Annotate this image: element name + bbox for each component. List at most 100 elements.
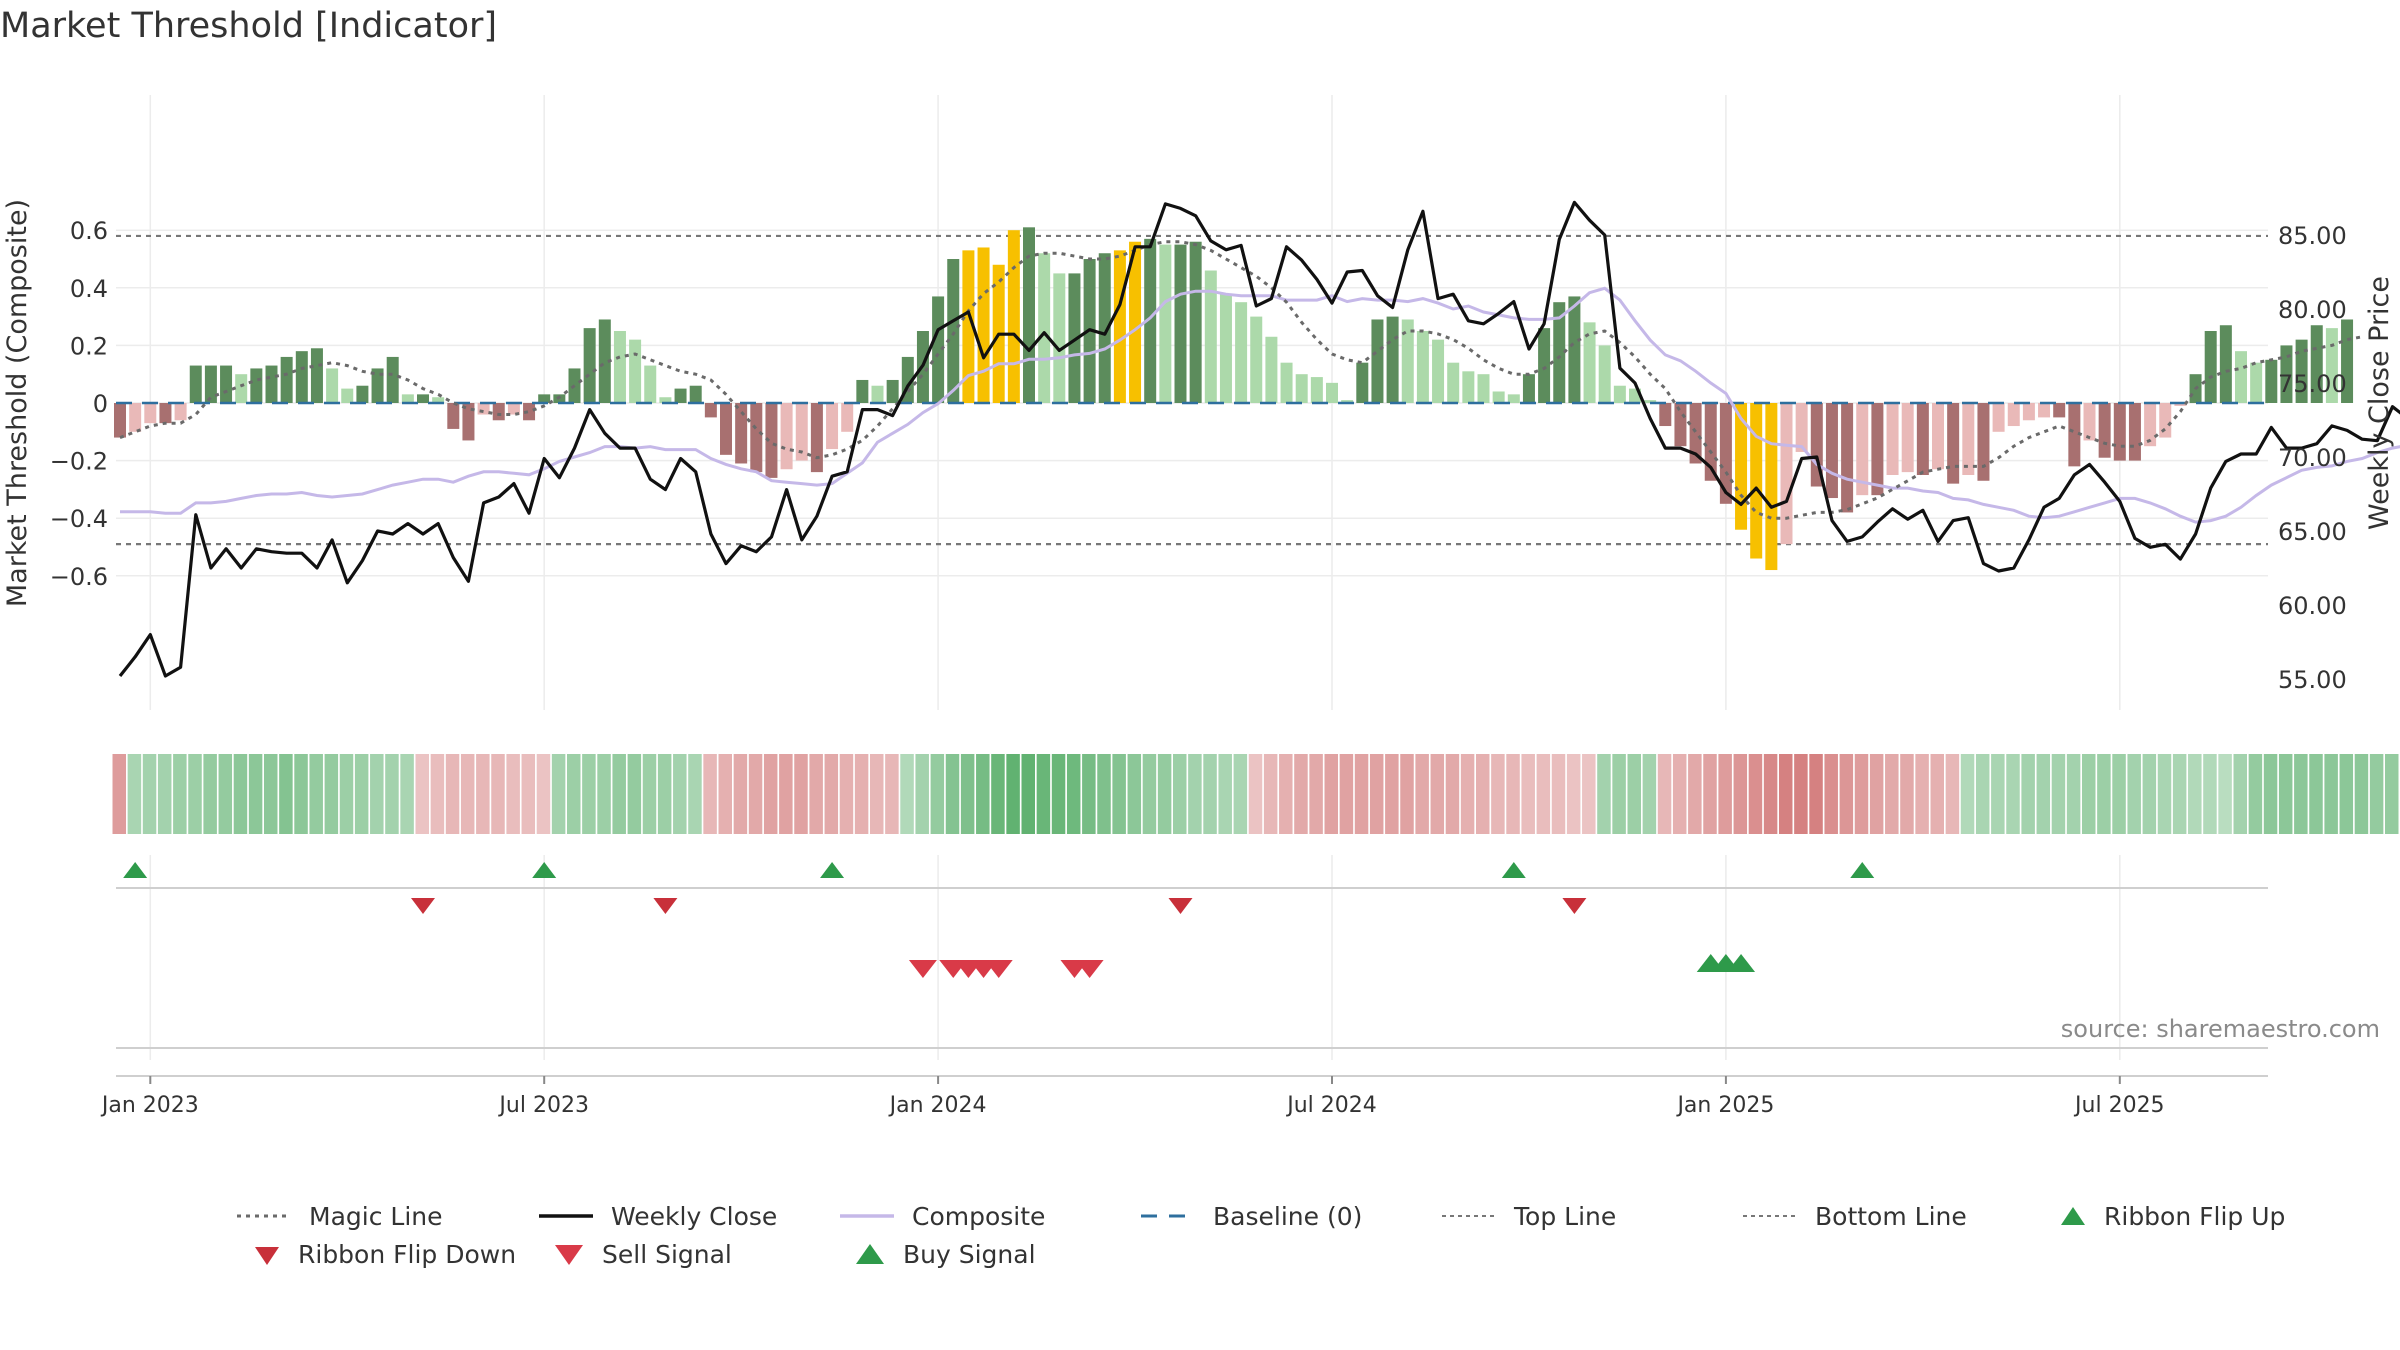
- composite-bar: [720, 403, 732, 455]
- legend-label: Sell Signal: [602, 1239, 732, 1269]
- ribbon-cell: [1506, 754, 1520, 834]
- x-tick-label: Jan 2023: [100, 1093, 199, 1118]
- ribbon-cell: [2354, 754, 2369, 834]
- left-tick-label: −0.2: [50, 448, 108, 476]
- ribbon-cell: [1763, 754, 1778, 834]
- ribbon-cell: [597, 754, 611, 834]
- ribbon-cell: [112, 754, 126, 834]
- solid-line-icon: [539, 1214, 593, 1218]
- ribbon-cell: [703, 754, 717, 834]
- ribbon-cell: [1672, 754, 1687, 834]
- ribbon-cell: [2172, 754, 2187, 834]
- composite-bar: [2022, 403, 2035, 421]
- left-tick-label: 0.4: [70, 275, 108, 303]
- legend-item-baseline: Baseline (0): [1139, 1199, 1362, 1233]
- composite-bar: [1038, 253, 1051, 403]
- composite-bar: [2250, 362, 2263, 403]
- x-tick-label: Jul 2024: [1285, 1093, 1377, 1118]
- dashed-line-icon: [1141, 1214, 1195, 1218]
- ribbon-cell: [1597, 754, 1611, 834]
- legend-label: Weekly Close: [611, 1201, 778, 1231]
- composite-bar: [1174, 244, 1187, 403]
- triangle-up-icon: [856, 1244, 884, 1264]
- composite-bar: [629, 339, 642, 403]
- composite-bar: [2159, 403, 2172, 438]
- ribbon-cell: [1112, 754, 1126, 834]
- legend-item-bottom-line: Bottom Line: [1741, 1199, 1967, 1233]
- right-tick-label: 85.00: [2278, 222, 2347, 250]
- ribbon-cell: [748, 754, 763, 834]
- composite-bar: [1644, 400, 1657, 403]
- ribbon-cell: [476, 754, 490, 834]
- composite-bar: [1326, 382, 1338, 403]
- composite-bar: [2325, 328, 2338, 403]
- ribbon-cell: [1066, 754, 1081, 834]
- ribbon-flip-up-marker: [820, 862, 845, 878]
- ribbon-flip-up-marker: [1850, 862, 1875, 878]
- ribbon-cell: [2066, 754, 2081, 834]
- ribbon-cell: [309, 754, 323, 834]
- ribbon-cell: [1430, 754, 1445, 834]
- composite-bar: [735, 403, 748, 464]
- composite-bar: [1568, 296, 1581, 403]
- ribbon-cell: [1991, 754, 2005, 834]
- ribbon-cell: [2233, 754, 2247, 834]
- composite-bar: [1204, 270, 1217, 403]
- ribbon-cell: [400, 754, 414, 834]
- composite-bar: [1719, 403, 1732, 504]
- ribbon-cell: [1415, 754, 1429, 834]
- ribbon-cell: [1339, 754, 1354, 834]
- sell-signal-marker: [984, 960, 1013, 978]
- ribbon-cell: [1869, 754, 1884, 834]
- ribbon-cell: [1582, 754, 1596, 834]
- composite-bar: [1250, 316, 1263, 403]
- sell-signal-marker: [1075, 960, 1104, 978]
- ribbon-cell: [976, 754, 990, 834]
- ribbon-cell: [1021, 754, 1035, 834]
- composite-bar: [1583, 322, 1596, 403]
- ribbon-cell: [1173, 754, 1187, 834]
- ribbon-cell: [1385, 754, 1399, 834]
- ribbon-cell: [1218, 754, 1232, 834]
- ribbon-cell: [1627, 754, 1641, 834]
- composite-bar: [2128, 403, 2141, 461]
- composite-bar: [310, 348, 323, 403]
- composite-bar: [432, 397, 445, 403]
- x-tick-label: Jan 2024: [888, 1093, 987, 1118]
- left-tick-label: −0.6: [50, 563, 108, 591]
- composite-bar: [1598, 345, 1611, 403]
- ribbon-cell: [582, 754, 596, 834]
- legend-item-magic-line: Magic Line: [235, 1199, 443, 1233]
- ribbon-cell: [763, 754, 778, 834]
- composite-bar: [795, 403, 808, 461]
- composite-bar: [1613, 385, 1626, 403]
- composite-bar: [674, 388, 687, 403]
- ribbon-flip-down-marker: [1168, 898, 1193, 914]
- left-tick-label: 0.6: [70, 217, 108, 245]
- ribbon-cell: [1824, 754, 1838, 834]
- right-tick-label: 75.00: [2278, 370, 2347, 398]
- legend-item-composite: Composite: [838, 1199, 1045, 1233]
- ribbon-cell: [839, 754, 854, 834]
- composite-bar: [1916, 403, 1929, 475]
- ribbon-cell: [1551, 754, 1566, 834]
- composite-bar: [871, 385, 884, 403]
- ribbon-cell: [2127, 754, 2141, 834]
- composite-bar: [2007, 403, 2020, 427]
- ribbon-cell: [1036, 754, 1051, 834]
- ribbon-cell: [1612, 754, 1626, 834]
- ribbon-cell: [1536, 754, 1551, 834]
- legend-item-buy-signal: Buy Signal: [853, 1237, 1036, 1271]
- ribbon-cell: [248, 754, 263, 834]
- buy-signal-marker: [1727, 954, 1756, 972]
- legend: Magic Line Weekly Close Composite Baseli…: [0, 1195, 2400, 1285]
- ribbon-cell: [218, 754, 233, 834]
- ribbon-cell: [915, 754, 929, 834]
- ribbon-cell: [1369, 754, 1384, 834]
- legend-label: Ribbon Flip Down: [298, 1239, 517, 1269]
- composite-bar: [417, 394, 429, 403]
- composite-bar: [1659, 403, 1672, 427]
- composite-bar: [1371, 319, 1384, 403]
- ribbon-cell: [1445, 754, 1460, 834]
